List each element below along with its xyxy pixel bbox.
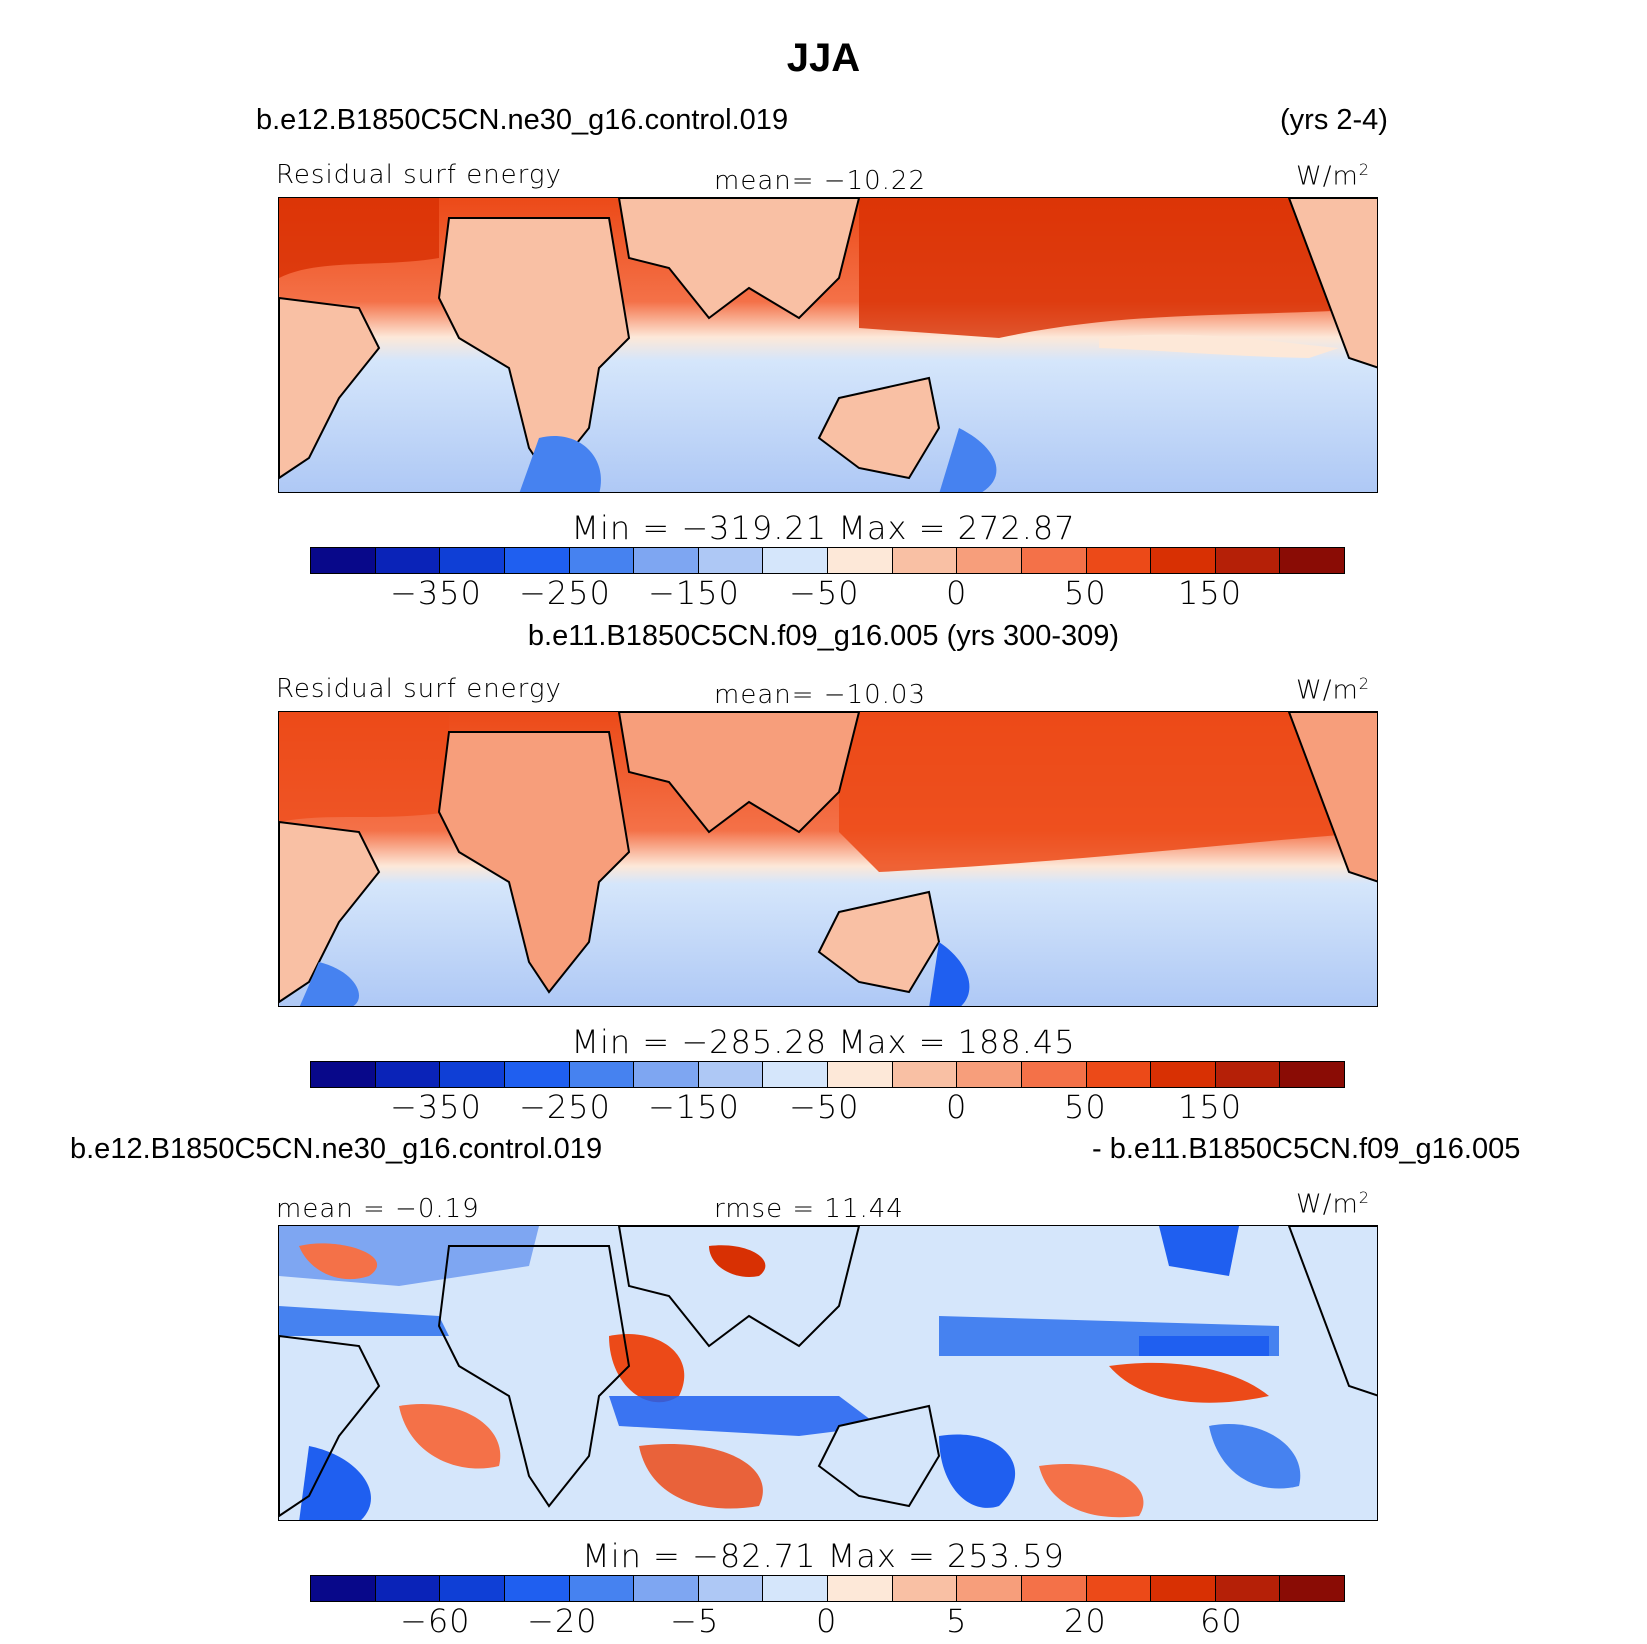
panel3-run-left: b.e12.B1850C5CN.ne30_g16.control.019 (70, 1133, 603, 1165)
colorbar-cell (1086, 1576, 1152, 1601)
panel3-rmse-label: rmse = 11.44 (714, 1194, 904, 1224)
unit-exponent: 2 (1358, 160, 1370, 179)
colorbar-cell (828, 1576, 893, 1601)
panel2-tick-label: 50 (1064, 1088, 1107, 1126)
unit-text: W/m (1296, 161, 1359, 192)
panel3-colorbar (310, 1575, 1345, 1602)
colorbar-cell (828, 548, 893, 573)
colorbar-cell (375, 1576, 441, 1601)
colorbar-cell (504, 1062, 570, 1087)
panel3-tick-label: 5 (946, 1602, 968, 1640)
colorbar-cell (892, 1062, 958, 1087)
colorbar-cell (569, 1062, 635, 1087)
unit-exponent: 2 (1358, 674, 1370, 693)
colorbar-cell (828, 1062, 893, 1087)
panel3-unit-label: W/m2 (1296, 1188, 1370, 1220)
colorbar-cell (1215, 548, 1281, 573)
colorbar-cell (1086, 1062, 1152, 1087)
colorbar-cell (1215, 1576, 1281, 1601)
panel1-tick-label: −50 (789, 574, 860, 612)
panel1-tick-label: −350 (390, 574, 482, 612)
colorbar-cell (1021, 548, 1087, 573)
colorbar-cell (763, 548, 828, 573)
panel2-variable-label: Residual surf energy (276, 674, 562, 704)
panel1-run-name: b.e12.B1850C5CN.ne30_g16.control.019 (256, 104, 789, 136)
panel2-colorbar (310, 1061, 1345, 1088)
panel3-tick-label: 0 (816, 1602, 838, 1640)
panel3-tick-label: −20 (527, 1602, 598, 1640)
unit-exponent: 2 (1358, 1188, 1370, 1207)
panel1-tick-label: 150 (1178, 574, 1243, 612)
colorbar-cell (311, 548, 376, 573)
unit-text: W/m (1296, 675, 1359, 706)
colorbar-cell (1151, 1062, 1216, 1087)
panel2-tick-label: 150 (1178, 1088, 1243, 1126)
panel2-mean-label: mean= −10.03 (714, 680, 927, 710)
colorbar-cell (1151, 1576, 1216, 1601)
panel3-tick-label: −60 (400, 1602, 471, 1640)
colorbar-cell (1021, 1062, 1087, 1087)
panel3-map (278, 1225, 1378, 1521)
unit-text: W/m (1296, 1189, 1359, 1220)
panel1-tick-label: −150 (648, 574, 740, 612)
panel2-tick-label: −250 (519, 1088, 611, 1126)
colorbar-cell (311, 1062, 376, 1087)
colorbar-cell (440, 1062, 505, 1087)
panel3-tick-label: −5 (670, 1602, 720, 1640)
colorbar-cell (1151, 548, 1216, 573)
colorbar-cell (375, 548, 441, 573)
panel3-run-right: - b.e11.B1850C5CN.f09_g16.005 (1092, 1133, 1521, 1165)
colorbar-cell (504, 548, 570, 573)
panel3-minmax: Min = −82.71 Max = 253.59 (582, 1537, 1065, 1575)
colorbar-cell (1280, 1576, 1344, 1601)
colorbar-cell (892, 548, 958, 573)
panel1-tick-label: 50 (1064, 574, 1107, 612)
panel1-colorbar (310, 547, 1345, 574)
colorbar-cell (1280, 548, 1344, 573)
panel2-unit-label: W/m2 (1296, 674, 1370, 706)
colorbar-cell (440, 1576, 505, 1601)
panel2-tick-label: −150 (648, 1088, 740, 1126)
panel1-variable-label: Residual surf energy (276, 160, 562, 190)
colorbar-cell (698, 548, 764, 573)
colorbar-cell (892, 1576, 958, 1601)
colorbar-cell (763, 1576, 828, 1601)
panel1-tick-label: −250 (519, 574, 611, 612)
panel3-mean-label: mean = −0.19 (276, 1194, 480, 1224)
colorbar-cell (375, 1062, 441, 1087)
colorbar-cell (504, 1576, 570, 1601)
panel1-tick-label: 0 (946, 574, 968, 612)
colorbar-cell (957, 1576, 1022, 1601)
colorbar-cell (698, 1576, 764, 1601)
colorbar-cell (1021, 1576, 1087, 1601)
colorbar-cell (1280, 1062, 1344, 1087)
panel1-mean-label: mean= −10.22 (714, 166, 927, 196)
panel1-minmax: Min = −319.21 Max = 272.87 (571, 509, 1076, 547)
panel3-tick-label: 20 (1064, 1602, 1107, 1640)
panel1-map (278, 197, 1378, 493)
colorbar-cell (763, 1062, 828, 1087)
colorbar-cell (634, 1576, 699, 1601)
colorbar-cell (634, 548, 699, 573)
colorbar-cell (957, 1062, 1022, 1087)
panel3-tick-label: 60 (1200, 1602, 1243, 1640)
colorbar-cell (1086, 548, 1152, 573)
colorbar-cell (1215, 1062, 1281, 1087)
colorbar-cell (440, 548, 505, 573)
panel2-tick-label: 0 (946, 1088, 968, 1126)
colorbar-cell (569, 548, 635, 573)
colorbar-cell (957, 548, 1022, 573)
panel1-years: (yrs 2-4) (1280, 104, 1388, 136)
panel1-unit-label: W/m2 (1296, 160, 1370, 192)
colorbar-cell (698, 1062, 764, 1087)
panel2-run-name: b.e11.B1850C5CN.f09_g16.005 (yrs 300-309… (527, 620, 1120, 652)
panel2-map (278, 711, 1378, 1007)
panel2-minmax: Min = −285.28 Max = 188.45 (571, 1023, 1076, 1061)
figure-title: JJA (786, 36, 861, 80)
colorbar-cell (311, 1576, 376, 1601)
panel2-tick-label: −50 (789, 1088, 860, 1126)
colorbar-cell (569, 1576, 635, 1601)
colorbar-cell (634, 1062, 699, 1087)
panel2-tick-label: −350 (390, 1088, 482, 1126)
